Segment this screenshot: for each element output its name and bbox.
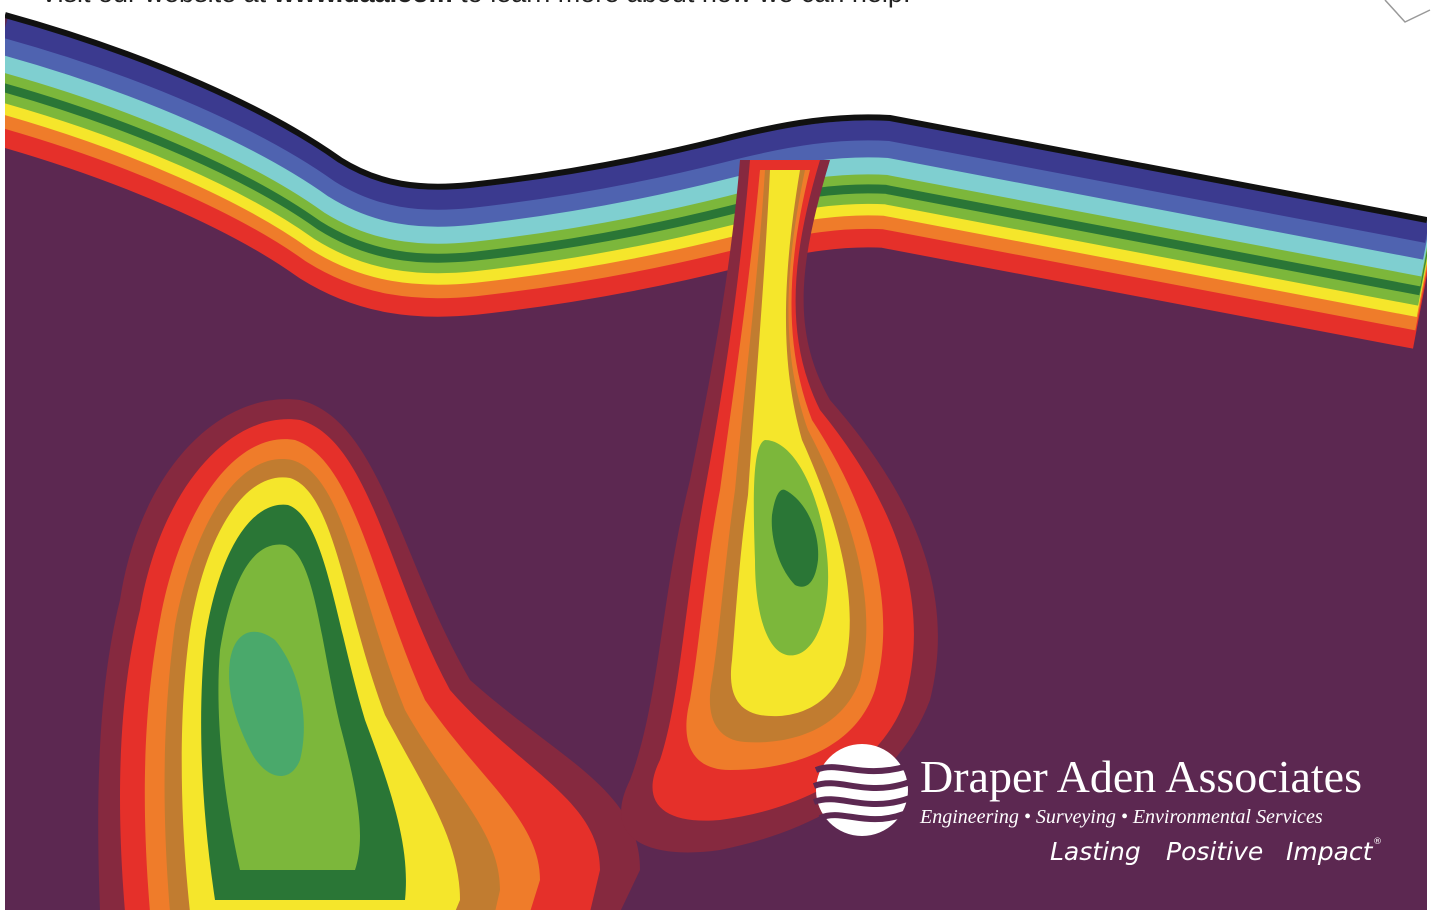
logo: Draper Aden Associates Engineering • Sur… <box>812 744 1382 866</box>
header-text: Visit our website at www.daa.com to lear… <box>40 0 910 8</box>
services: Engineering • Surveying • Environmental … <box>919 806 1323 828</box>
trademark: ® <box>1373 837 1382 847</box>
header-suffix: to learn more about how we can help. <box>453 0 911 8</box>
header-prefix: Visit our website at <box>40 0 274 8</box>
sky <box>5 10 1427 220</box>
corner-mark <box>1384 0 1431 23</box>
tagline-2: Positive <box>1166 837 1263 866</box>
company-name: Draper Aden Associates <box>920 751 1362 802</box>
left-plume <box>98 399 640 910</box>
tagline-1: Lasting <box>1050 837 1141 866</box>
logo-waves <box>812 763 912 823</box>
tagline-3: Impact <box>1286 837 1374 866</box>
right-plume <box>621 160 938 853</box>
website-link[interactable]: www.daa.com <box>273 0 453 8</box>
